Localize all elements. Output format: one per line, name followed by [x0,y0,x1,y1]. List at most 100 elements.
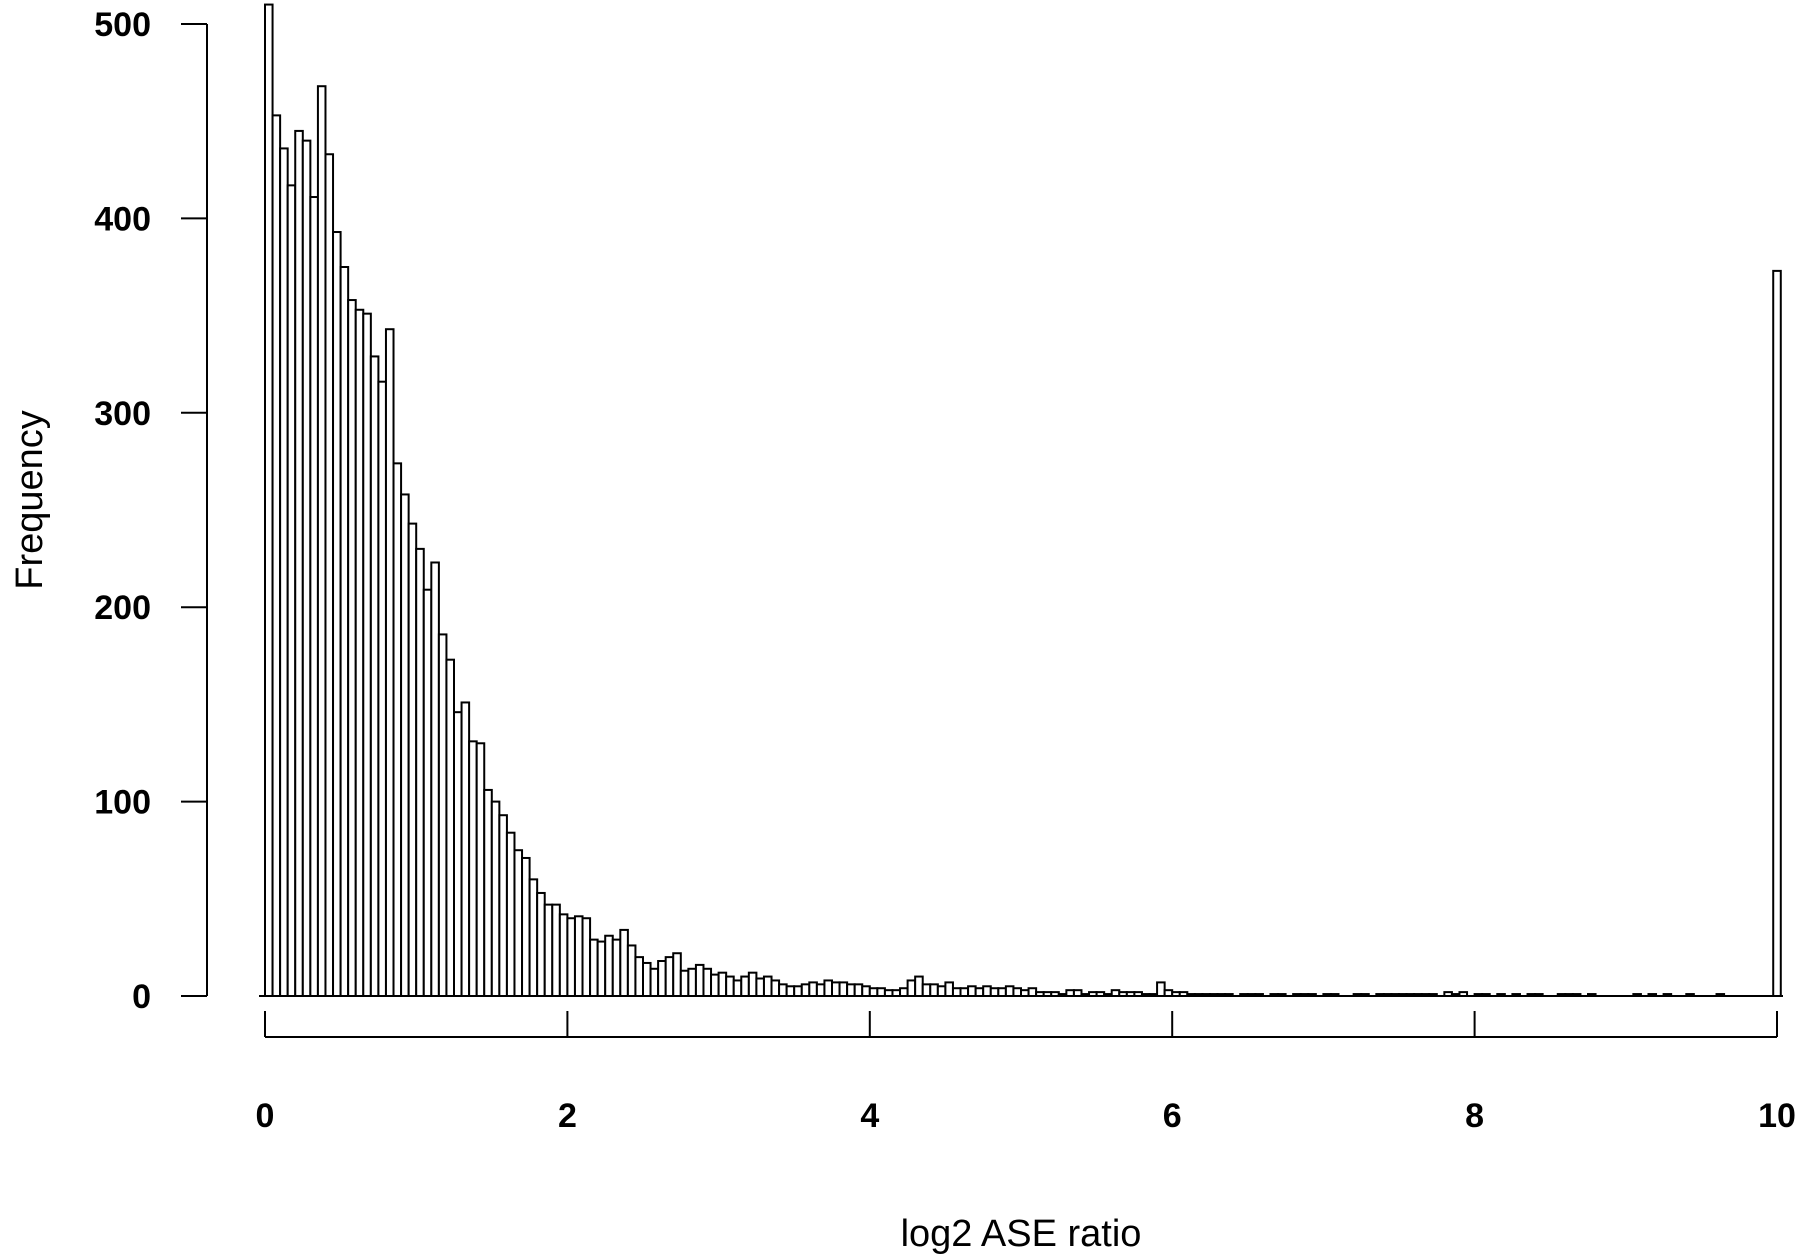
histogram-bar [936,985,947,998]
histogram-bar [914,975,924,997]
histogram-bar [604,934,614,998]
y-axis: 0 100 200 300 400 500 [94,6,208,1016]
y-axis-title: Frequency [9,410,51,590]
histogram-bar [536,891,546,998]
histogram-bar [483,788,493,997]
histogram-bar [324,153,335,998]
histogram-bar [573,915,584,998]
histogram-bar [747,971,758,997]
histogram-bar [354,308,365,997]
histogram-bar [596,940,607,997]
overflow-bar [1772,269,1782,997]
histogram-bar [362,312,372,997]
histogram-bar [831,981,841,998]
x-tick-label: 6 [1163,1097,1182,1135]
histogram-bar [982,985,992,998]
y-tick-label: 100 [94,784,151,822]
histogram-bar [619,928,629,997]
histogram-bar [430,561,440,997]
histogram-bar [944,981,954,998]
histogram-bar [959,987,970,997]
histogram-bar [717,971,728,997]
histogram-bar [445,658,456,997]
histogram-bar [407,522,418,997]
histogram-bar [710,973,720,998]
histogram-bar [868,987,879,997]
y-tick-label: 200 [94,589,151,627]
histogram-bar [558,913,569,997]
histogram-bar [967,985,977,998]
y-tick-label: 400 [94,200,151,238]
histogram-bar [740,975,750,997]
histogram-bar [264,3,274,998]
histogram-bar [634,956,645,997]
histogram-bar [778,983,788,997]
y-tick-label: 0 [132,978,151,1016]
histogram-bar [271,114,282,998]
histogram-bar [664,956,675,997]
x-tick-label: 0 [256,1097,275,1135]
histogram-bar [762,975,773,997]
histogram-bar [800,983,811,997]
histogram-bar [626,944,637,997]
histogram-bar [1012,987,1023,997]
histogram-bar [316,85,327,997]
overflow-bar-group [1772,269,1782,997]
histogram-bar [475,742,486,998]
histogram-bar [642,961,652,998]
histogram-bar [823,979,834,997]
histogram-bar [951,987,962,997]
histogram-bar [521,856,531,998]
histogram-bar [679,969,690,998]
histogram-bar [339,266,350,997]
histogram-bar [702,967,713,997]
histogram-bar [279,147,289,997]
y-tick-label: 300 [94,395,151,433]
histogram-bar [974,987,985,997]
histogram-bar [384,328,395,997]
histogram-bar [400,493,410,997]
histogram-bar [347,299,357,998]
histogram-bar [377,380,387,998]
histogram-bar [513,849,524,998]
histogram-bar [815,983,826,997]
histogram-bar [793,985,803,998]
histogram-bar [294,129,304,998]
x-tick-label: 8 [1465,1097,1484,1135]
histogram-bar [589,938,599,998]
histogram-bar [732,979,743,997]
histogram-bar [1027,987,1038,997]
histogram-bar [899,987,909,997]
histogram-bar [989,987,1000,997]
x-tick-label: 2 [558,1097,577,1135]
histogram-bar [332,231,342,997]
histogram-bar [657,960,667,997]
histogram-bar [505,831,516,997]
x-tick-label: 4 [860,1097,879,1135]
histogram-bar [286,184,297,998]
bars-group [264,3,1726,998]
x-tick-label: 10 [1758,1097,1796,1135]
histogram-bar [694,963,705,997]
y-tick-label: 500 [94,6,151,44]
histogram-bar [543,903,554,998]
histogram-bar [422,588,433,997]
histogram-bar [1004,985,1015,998]
histogram-bar [369,355,380,997]
histogram-bar [498,814,508,998]
histogram-bar [921,983,932,997]
histogram-bar [861,985,871,998]
histogram-bar [906,979,917,997]
histogram-bar [309,196,319,998]
histogram-bar [1156,981,1166,998]
histogram-bar [672,952,682,997]
histogram-bar [551,903,561,998]
histogram-bar [490,800,501,997]
histogram-bar [301,139,312,997]
histogram-bar [468,740,478,997]
histogram-bar [611,938,622,998]
histogram-bar [808,981,818,998]
histogram-bar [460,701,471,997]
